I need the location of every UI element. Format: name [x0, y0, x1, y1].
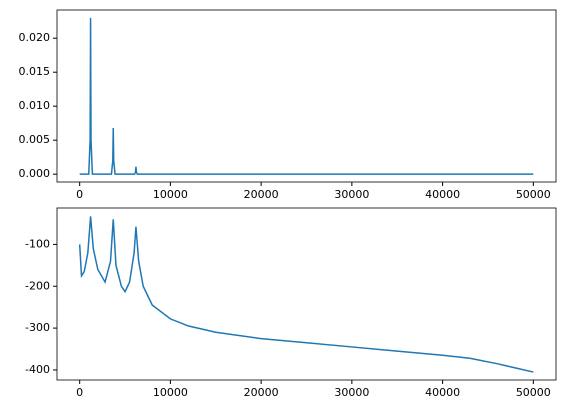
- x-tick-label: 10000: [153, 386, 188, 399]
- x-tick-label: 20000: [244, 188, 279, 201]
- x-tick-label: 40000: [425, 188, 460, 201]
- x-tick-label: 20000: [244, 386, 279, 399]
- x-tick-label: 50000: [516, 188, 551, 201]
- y-tick-label: 0.000: [19, 167, 51, 180]
- data-line: [79, 17, 534, 175]
- y-tick-label: 0.020: [19, 31, 51, 44]
- data-line: [78, 216, 534, 373]
- axes-frame: [56, 9, 557, 183]
- y-tick-label: -200: [25, 279, 50, 292]
- x-tick-label: 10000: [153, 188, 188, 201]
- x-tick-label: 0: [76, 386, 83, 399]
- x-tick-label: 50000: [516, 386, 551, 399]
- y-tick-label: 0.015: [19, 65, 51, 78]
- x-tick-label: 0: [76, 188, 83, 201]
- y-tick-label: 0.010: [19, 99, 51, 112]
- y-tick-label: -300: [25, 321, 50, 334]
- y-tick-label: -100: [25, 237, 50, 250]
- x-tick-label: 30000: [334, 188, 369, 201]
- y-tick-label: 0.005: [19, 133, 51, 146]
- y-tick-label: -400: [25, 363, 50, 376]
- x-tick-label: 40000: [425, 386, 460, 399]
- axes-frame: [56, 207, 557, 381]
- x-tick-label: 30000: [334, 386, 369, 399]
